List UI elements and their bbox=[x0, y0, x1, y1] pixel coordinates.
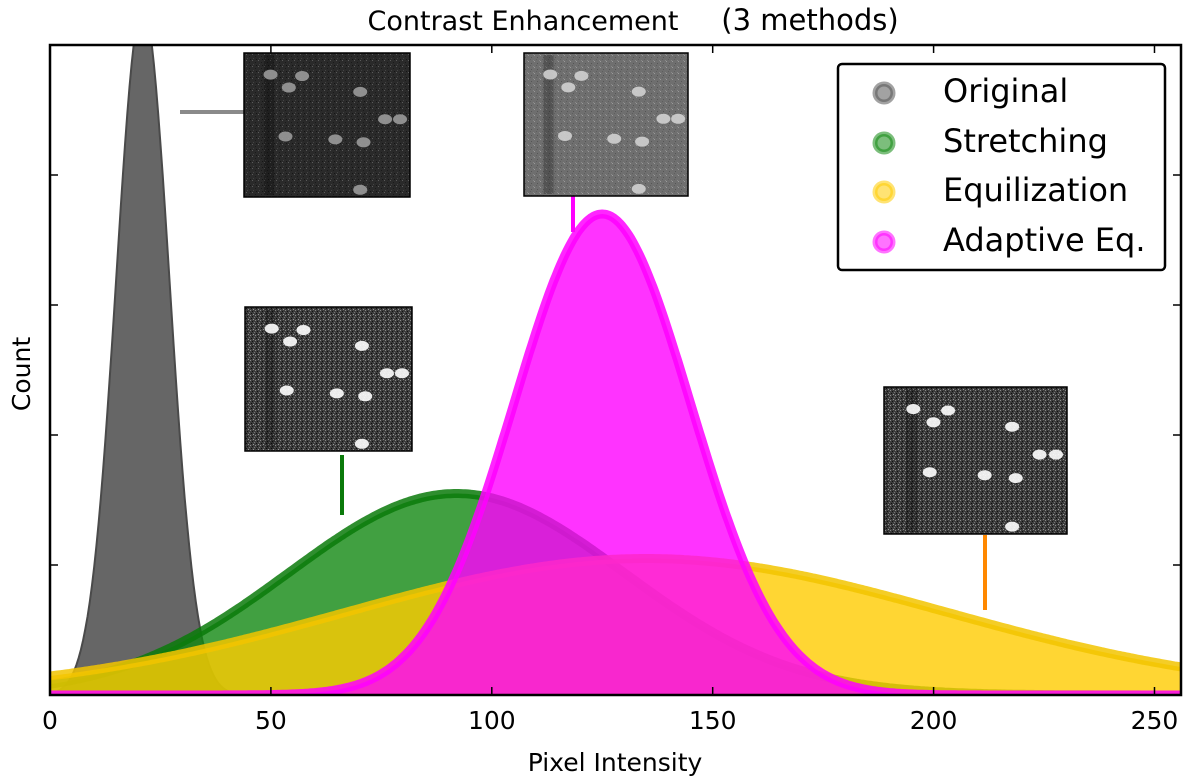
x-axis-label: Pixel Intensity bbox=[528, 748, 703, 777]
x-tick: 50 bbox=[255, 45, 287, 735]
legend-box bbox=[836, 62, 1167, 272]
subtitle-text: (3 methods) bbox=[721, 3, 898, 37]
x-tick-label: 250 bbox=[1131, 706, 1179, 735]
y-axis-label: Count bbox=[7, 337, 36, 411]
x-tick: 200 bbox=[910, 45, 958, 735]
adaptive-thumbnail bbox=[523, 52, 689, 232]
legend-marker bbox=[872, 131, 896, 155]
x-tick: 250 bbox=[1131, 45, 1179, 735]
x-tick-label: 100 bbox=[468, 706, 516, 735]
legend-item-stretching: Stretching bbox=[872, 122, 1108, 160]
legend-item-original: Original bbox=[872, 72, 1068, 110]
axis-layer: 0 50 100 150 200 250 bbox=[42, 44, 1181, 735]
legend-item-adaptive-eq: Adaptive Eq. bbox=[872, 221, 1146, 259]
legend: Original Stretching Equilization Adaptive E… bbox=[836, 62, 1167, 272]
legend-label: Adaptive Eq. bbox=[943, 221, 1146, 259]
legend-label: Stretching bbox=[943, 122, 1108, 160]
x-tick: 0 bbox=[42, 45, 58, 735]
legend-marker bbox=[872, 81, 896, 105]
x-tick-label: 150 bbox=[689, 706, 737, 735]
original-thumbnail bbox=[180, 52, 411, 198]
title-text: Contrast Enhancement bbox=[368, 6, 679, 37]
stretching-thumbnail bbox=[244, 306, 413, 515]
x-tick-label: 50 bbox=[255, 706, 287, 735]
chart-title: Contrast Enhancement (3 methods) bbox=[368, 3, 899, 37]
thumbnail-layer bbox=[180, 52, 1068, 610]
legend-item-equilization: Equilization bbox=[872, 171, 1128, 209]
x-tick-label: 0 bbox=[42, 706, 58, 735]
equalization-thumbnail bbox=[883, 386, 1068, 610]
x-tick: 150 bbox=[689, 45, 737, 735]
series-area bbox=[50, 45, 1181, 695]
legend-label: Original bbox=[943, 72, 1068, 110]
legend-label: Equilization bbox=[943, 171, 1128, 209]
legend-marker bbox=[872, 230, 896, 254]
legend-marker bbox=[872, 180, 896, 204]
x-tick-label: 200 bbox=[910, 706, 958, 735]
plot-frame bbox=[48, 43, 1183, 697]
x-tick: 100 bbox=[468, 45, 516, 735]
series-area bbox=[50, 214, 1181, 695]
